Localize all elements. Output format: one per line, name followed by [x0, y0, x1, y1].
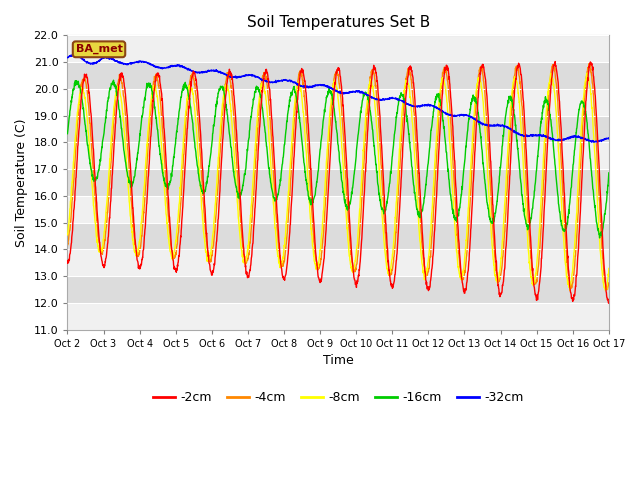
- Bar: [67, 196, 609, 223]
- Bar: [67, 169, 609, 196]
- Legend: -2cm, -4cm, -8cm, -16cm, -32cm: -2cm, -4cm, -8cm, -16cm, -32cm: [148, 386, 529, 409]
- Bar: [67, 223, 609, 250]
- Bar: [67, 36, 609, 62]
- Bar: [67, 62, 609, 89]
- Text: BA_met: BA_met: [76, 44, 122, 54]
- Title: Soil Temperatures Set B: Soil Temperatures Set B: [246, 15, 430, 30]
- Bar: [67, 276, 609, 303]
- Y-axis label: Soil Temperature (C): Soil Temperature (C): [15, 118, 28, 247]
- X-axis label: Time: Time: [323, 354, 353, 367]
- Bar: [67, 303, 609, 330]
- Bar: [67, 143, 609, 169]
- Bar: [67, 116, 609, 143]
- Bar: [67, 250, 609, 276]
- Bar: [67, 89, 609, 116]
